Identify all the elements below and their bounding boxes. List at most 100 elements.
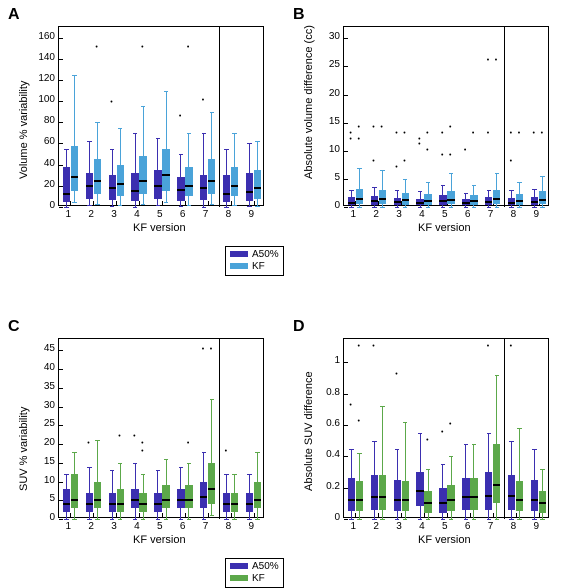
boxplot	[348, 339, 355, 519]
ytick: 0.8	[326, 387, 340, 398]
boxplot	[485, 339, 492, 519]
xtick: 8	[511, 209, 517, 220]
outlier: •	[464, 147, 466, 154]
ylabel: Absolute volume difference (cc)	[303, 25, 315, 179]
xlabel: KF version	[418, 534, 471, 546]
boxplot	[356, 27, 363, 207]
outlier: •	[449, 421, 451, 428]
outlier: •	[395, 164, 397, 171]
xtick: 3	[111, 521, 117, 532]
panel-label: A	[8, 6, 20, 24]
boxplot	[416, 27, 423, 207]
outlier: •	[95, 44, 97, 51]
xtick: 2	[373, 209, 379, 220]
boxplot	[493, 27, 500, 207]
outlier: •	[510, 343, 512, 350]
xtick: 4	[419, 209, 425, 220]
ytick: 0	[334, 200, 340, 211]
boxplot	[531, 27, 538, 207]
boxplot	[379, 27, 386, 207]
boxplot	[416, 339, 423, 519]
outlier: •	[141, 440, 143, 447]
outlier: •	[141, 448, 143, 455]
boxplot	[71, 27, 78, 207]
boxplot	[356, 339, 363, 519]
boxplot	[516, 27, 523, 207]
outlier: •	[426, 130, 428, 137]
outlier: •	[449, 152, 451, 159]
boxplot	[177, 339, 184, 519]
xtick: 6	[465, 521, 471, 532]
outlier: •	[141, 44, 143, 51]
ytick: 30	[329, 31, 340, 42]
outlier: •	[441, 130, 443, 137]
boxplot	[379, 339, 386, 519]
boxplot	[348, 27, 355, 207]
boxplot	[447, 27, 454, 207]
xtick: 7	[203, 521, 209, 532]
xlabel: KF version	[133, 534, 186, 546]
outlier: •	[225, 448, 227, 455]
boxplot	[462, 27, 469, 207]
xtick: 3	[396, 209, 402, 220]
ytick: 20	[329, 88, 340, 99]
outlier: •	[395, 371, 397, 378]
panel-label: D	[293, 318, 305, 336]
xtick: 8	[226, 209, 232, 220]
ylabel: Absolute SUV difference	[303, 371, 315, 491]
legend-swatch	[230, 575, 248, 581]
boxplot	[86, 27, 93, 207]
boxplot	[462, 339, 469, 519]
plot-area: •••••••••••••••••••••••••••••	[343, 26, 549, 206]
xtick: 5	[157, 209, 163, 220]
outlier: •	[441, 429, 443, 436]
ytick: 45	[44, 343, 55, 354]
ytick: 5	[334, 172, 340, 183]
outlier: •	[510, 158, 512, 165]
ylabel: Volume % variability	[18, 81, 30, 179]
outlier: •	[372, 158, 374, 165]
outlier: •	[418, 136, 420, 143]
outlier: •	[426, 147, 428, 154]
outlier: •	[202, 97, 204, 104]
boxplot	[485, 27, 492, 207]
outlier: •	[403, 158, 405, 165]
boxplot	[71, 339, 78, 519]
boxplot	[109, 27, 116, 207]
xlabel: KF version	[133, 222, 186, 234]
legend-bottom: A50%KF	[225, 558, 284, 588]
ytick: 40	[44, 362, 55, 373]
ytick: 25	[44, 418, 55, 429]
ytick: 35	[44, 381, 55, 392]
legend-label: KF	[252, 261, 265, 272]
boxplot	[109, 339, 116, 519]
ytick: 15	[44, 456, 55, 467]
legend-label: KF	[252, 573, 265, 584]
plot-area: •••••••••	[58, 338, 264, 518]
legend-label: A50%	[252, 561, 279, 572]
outlier: •	[495, 57, 497, 64]
ytick: 140	[38, 52, 55, 63]
boxplot	[439, 27, 446, 207]
boxplot	[539, 27, 546, 207]
boxplot	[154, 27, 161, 207]
boxplot	[371, 27, 378, 207]
xtick: 9	[534, 209, 540, 220]
ytick: 160	[38, 31, 55, 42]
outlier: •	[449, 124, 451, 131]
boxplot	[63, 27, 70, 207]
boxplot	[154, 339, 161, 519]
outlier: •	[210, 346, 212, 353]
outlier: •	[202, 346, 204, 353]
outlier: •	[395, 130, 397, 137]
legend-item: KF	[230, 261, 279, 273]
xtick: 7	[203, 209, 209, 220]
xtick: 5	[157, 521, 163, 532]
ytick: 15	[329, 116, 340, 127]
boxplot	[94, 339, 101, 519]
boxplot	[424, 339, 431, 519]
boxplot	[200, 339, 207, 519]
xtick: 3	[396, 521, 402, 532]
legend-label: A50%	[252, 249, 279, 260]
legend-item: A50%	[230, 561, 279, 573]
